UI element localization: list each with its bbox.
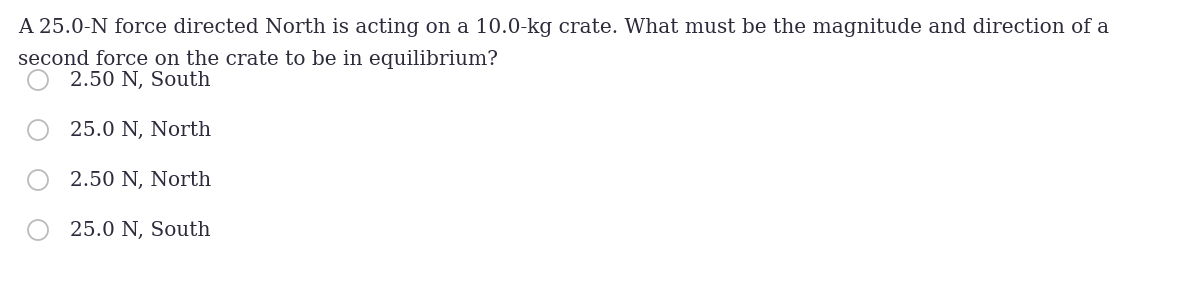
Circle shape — [28, 220, 48, 240]
Text: A 25.0-N force directed North is acting on a 10.0-kg crate. What must be the mag: A 25.0-N force directed North is acting … — [18, 18, 1109, 37]
Text: 2.50 N, North: 2.50 N, North — [70, 170, 211, 189]
Circle shape — [28, 170, 48, 190]
Circle shape — [28, 70, 48, 90]
Text: 2.50 N, South: 2.50 N, South — [70, 70, 210, 89]
Text: second force on the crate to be in equilibrium?: second force on the crate to be in equil… — [18, 50, 498, 69]
Text: 25.0 N, South: 25.0 N, South — [70, 220, 210, 239]
Text: 25.0 N, North: 25.0 N, North — [70, 120, 211, 139]
Circle shape — [28, 120, 48, 140]
